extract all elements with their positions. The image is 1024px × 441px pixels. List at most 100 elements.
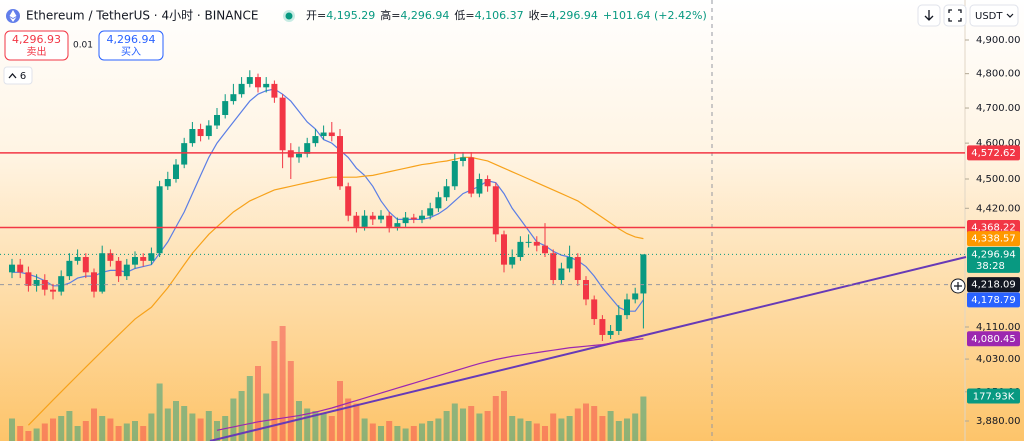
volume-bar xyxy=(517,418,524,441)
volume-bar xyxy=(304,408,311,441)
plus-icon[interactable] xyxy=(954,282,962,290)
price-tag-label: 4,338.57 xyxy=(971,234,1016,245)
candle-body xyxy=(140,257,147,261)
candle-body xyxy=(337,136,343,187)
price-tag-label: 4,296.94 xyxy=(971,249,1016,260)
volume-bar xyxy=(287,361,294,441)
candle-body xyxy=(164,179,171,187)
volume-bar xyxy=(271,341,278,441)
candle-body xyxy=(25,272,32,286)
candle-body xyxy=(156,186,163,254)
toolbar: USDT xyxy=(917,4,1019,27)
indicators-count[interactable]: 6 xyxy=(20,71,26,82)
currency[interactable]: USDT xyxy=(975,11,1003,22)
candle-body xyxy=(353,215,360,227)
volume-bar xyxy=(369,423,376,441)
buy-label[interactable]: 买入 xyxy=(121,46,141,58)
y-tick-label: 4,030.00 xyxy=(976,354,1021,365)
volume-bar xyxy=(181,406,188,441)
candle-body xyxy=(328,132,335,137)
crosshair-button[interactable] xyxy=(950,278,966,294)
y-tick-label: 4,600.00 xyxy=(976,138,1021,149)
volume-bar xyxy=(50,418,56,441)
volume-bar xyxy=(566,416,573,441)
buy-box[interactable] xyxy=(98,30,164,61)
candle-body xyxy=(402,217,409,224)
candle-body xyxy=(189,128,196,144)
candle-body xyxy=(443,186,450,198)
price-tag xyxy=(967,246,1020,273)
volume-bar xyxy=(492,396,499,441)
ohlc-value: 4,296.94 xyxy=(400,9,449,22)
candle-body xyxy=(263,83,270,88)
spread: 0.01 xyxy=(73,41,93,51)
volume-bar xyxy=(460,408,466,441)
volume-bar xyxy=(419,423,425,441)
sell-button[interactable]: 4,296.93 卖出 xyxy=(4,30,69,61)
volume-bar xyxy=(123,423,130,441)
sell-price[interactable]: 4,296.93 xyxy=(12,33,61,46)
header: Ethereum / TetherUS · 4小时 · BINANCE 开=4,… xyxy=(6,8,707,23)
candle-body xyxy=(574,257,581,281)
candle-body xyxy=(460,157,466,161)
volume-bar xyxy=(205,411,212,441)
volume-bar xyxy=(25,431,32,441)
candle-body xyxy=(205,125,212,137)
volume-bar xyxy=(58,416,65,441)
candle-body xyxy=(550,253,557,281)
candle-body xyxy=(632,293,639,300)
ohlc-key: 开= xyxy=(306,9,326,22)
volume-bar xyxy=(66,411,73,441)
candle-body xyxy=(82,257,89,273)
volume-bar xyxy=(402,428,409,441)
volume-bar xyxy=(525,421,532,441)
volume-bar xyxy=(574,408,581,441)
fullscreen-icon[interactable] xyxy=(948,9,962,22)
candle-body xyxy=(345,186,352,216)
moving-average xyxy=(27,156,644,426)
volume-bar xyxy=(607,411,614,441)
chevron[interactable] xyxy=(8,73,17,79)
moving-average xyxy=(216,338,644,431)
candle-body xyxy=(197,128,204,137)
candle-body xyxy=(99,253,106,292)
price-tag xyxy=(967,331,1020,347)
buy-button[interactable]: 4,296.94 买入 xyxy=(98,30,164,61)
sell-label[interactable]: 卖出 xyxy=(27,45,47,58)
sell-box[interactable] xyxy=(4,30,69,61)
volume-bar xyxy=(263,393,270,441)
currency-chevron[interactable] xyxy=(1006,13,1014,18)
candle-body xyxy=(369,215,376,220)
volume-bar xyxy=(378,426,384,441)
volume-bar xyxy=(82,421,89,441)
price-tag-label: 4,178.79 xyxy=(971,295,1016,306)
ohlc-value: 4,296.94 xyxy=(549,9,598,22)
candle-body xyxy=(115,260,122,277)
y-tick-label: 4,420.00 xyxy=(976,203,1021,214)
candle-body xyxy=(74,257,81,261)
volume-bar xyxy=(427,421,434,441)
candle-body xyxy=(591,299,598,320)
download-icon[interactable] xyxy=(924,10,934,21)
candle-body xyxy=(320,132,327,137)
candle-body xyxy=(386,215,393,227)
candle-body xyxy=(9,264,15,273)
fullscreen-button[interactable] xyxy=(943,4,967,27)
volume-bar xyxy=(279,326,286,441)
status-dot xyxy=(285,12,293,20)
price-tag xyxy=(967,292,1020,308)
ohlc-key: 低= xyxy=(454,9,474,22)
volume-bar xyxy=(501,391,507,441)
price-tags: 177.93K 4,572.62 4,368.224,338.57 4,296.943… xyxy=(967,145,1020,404)
volume-bar xyxy=(312,411,319,441)
volume-bar xyxy=(583,403,589,441)
toggle-box[interactable] xyxy=(3,66,33,85)
volume-bar xyxy=(173,401,179,441)
currency-button[interactable] xyxy=(969,4,1019,27)
indicators-toggle[interactable]: 6 xyxy=(3,66,33,85)
volume-bar xyxy=(345,398,352,441)
volume-bar xyxy=(542,426,548,441)
buy-price[interactable]: 4,296.94 xyxy=(107,33,156,46)
